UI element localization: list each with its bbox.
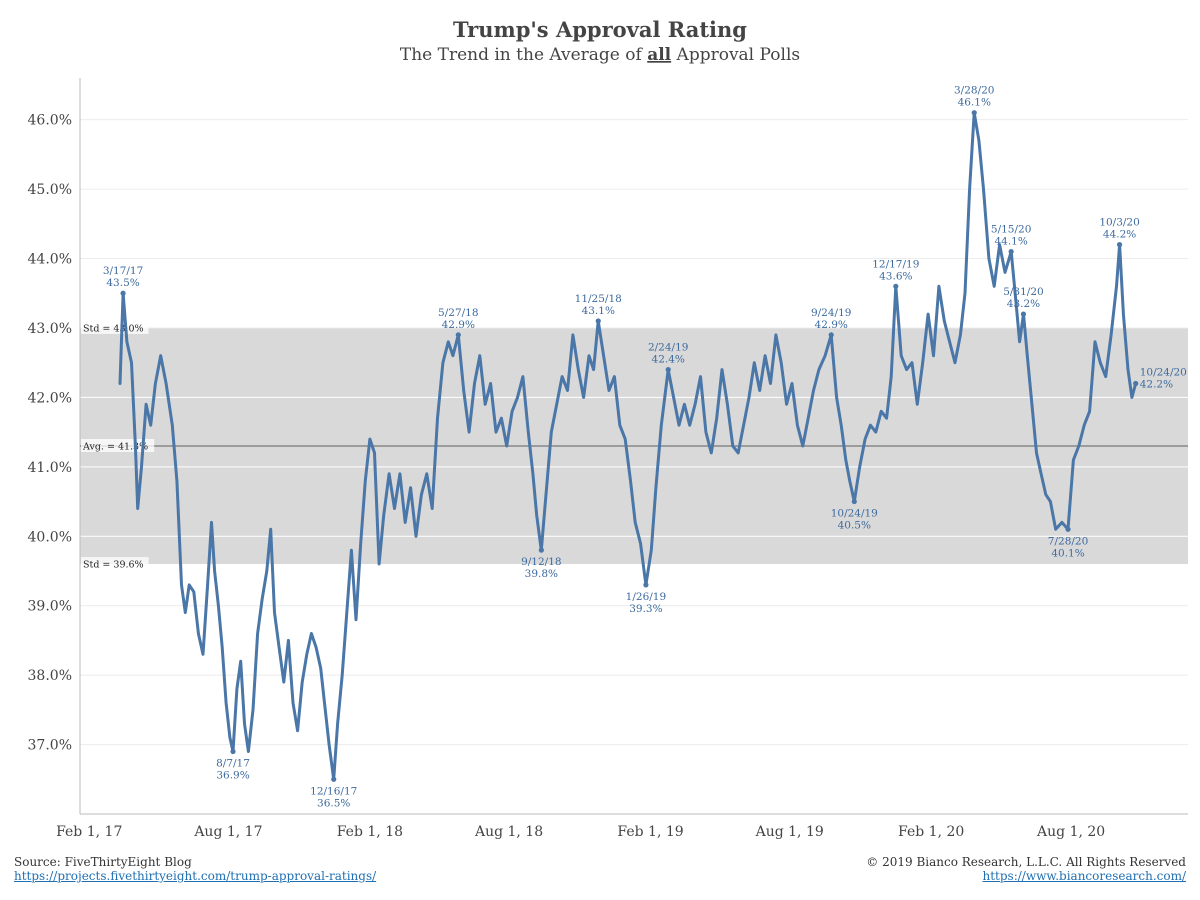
annotation-date: 10/24/19	[831, 508, 878, 520]
y-tick-label: 45.0%	[28, 182, 72, 198]
annotation-date: 9/12/18	[521, 556, 561, 568]
annotation-value: 39.3%	[629, 603, 662, 615]
annotation-date: 12/17/19	[872, 258, 919, 270]
footer-source: Source: FiveThirtyEight Blog https://pro…	[14, 855, 376, 883]
copyright-text: © 2019 Bianco Research, L.L.C. All Right…	[866, 855, 1186, 869]
annotation-marker	[1116, 242, 1123, 248]
annotation-date: 12/16/17	[310, 785, 357, 797]
annotation-date: 10/24/20	[1140, 367, 1187, 379]
annotation-marker	[828, 332, 834, 338]
y-tick-label: 44.0%	[28, 252, 72, 268]
y-tick-label: 43.0%	[28, 321, 72, 337]
annotation-marker	[120, 290, 126, 296]
x-tick-label: Feb 1, 20	[898, 824, 964, 840]
annotation-marker	[643, 582, 649, 588]
annotation-marker	[455, 332, 461, 338]
annotation-marker	[971, 110, 977, 116]
annotation-value: 43.1%	[582, 305, 615, 317]
x-tick-label: Aug 1, 18	[474, 824, 543, 840]
annotation-value: 40.5%	[838, 520, 871, 532]
y-tick-label: 38.0%	[28, 668, 72, 684]
x-tick-label: Aug 1, 17	[193, 824, 262, 840]
y-tick-label: 41.0%	[28, 460, 72, 476]
average-label: Avg. = 41.3%	[82, 442, 148, 453]
annotation-value: 42.9%	[815, 319, 848, 331]
approval-line	[118, 111, 1138, 781]
subtitle-part-1: The Trend in the Average of	[400, 45, 647, 65]
annotation-date: 10/3/20	[1099, 217, 1139, 229]
annotation-date: 8/7/17	[216, 758, 250, 770]
annotation-date: 3/28/20	[954, 85, 994, 97]
annotation-value: 44.1%	[994, 236, 1027, 248]
annotation-marker	[893, 283, 899, 289]
annotation-value: 40.1%	[1051, 547, 1084, 559]
annotation-marker	[1065, 526, 1071, 532]
annotation-value: 39.8%	[525, 568, 558, 580]
annotation-marker	[1008, 248, 1014, 255]
source-link[interactable]: https://projects.fivethirtyeight.com/tru…	[14, 869, 377, 883]
annotation-value: 42.2%	[1140, 379, 1173, 391]
annotation-date: 5/31/20	[1003, 286, 1043, 298]
x-tick-label: Feb 1, 17	[56, 824, 122, 840]
x-tick-label: Aug 1, 19	[755, 824, 824, 840]
y-tick-label: 40.0%	[28, 529, 72, 545]
annotation-value: 46.1%	[958, 97, 991, 109]
y-tick-label: 39.0%	[28, 599, 72, 615]
annotation-marker	[665, 367, 671, 373]
annotation-date: 2/24/19	[648, 342, 688, 354]
annotation-marker	[538, 547, 544, 553]
annotation-marker	[595, 318, 601, 324]
annotation-value: 36.5%	[317, 797, 350, 809]
x-tick-label: Aug 1, 20	[1036, 824, 1105, 840]
annotation-value: 43.2%	[1007, 298, 1040, 310]
y-tick-label: 46.0%	[28, 113, 72, 129]
std-high-label-bg	[81, 320, 149, 334]
annotation-date: 11/25/18	[575, 293, 622, 305]
std-low-label-bg	[81, 557, 149, 571]
annotation-value: 42.9%	[442, 319, 475, 331]
annotation-marker	[1020, 311, 1027, 317]
chart-subtitle: The Trend in the Average of all Approval…	[400, 45, 800, 65]
x-tick-label: Feb 1, 19	[617, 824, 683, 840]
site-link[interactable]: https://www.biancoresearch.com/	[982, 869, 1186, 883]
chart-title: Trump's Approval Rating	[453, 17, 747, 42]
subtitle-part-2: Approval Polls	[671, 45, 800, 65]
annotation-date: 7/28/20	[1048, 535, 1088, 547]
std-low-label: Std = 39.6%	[83, 560, 144, 571]
std-high-label: Std = 43.0%	[83, 323, 144, 334]
annotation-value: 43.5%	[106, 277, 139, 289]
annotation-date: 9/24/19	[811, 307, 851, 319]
annotation-date: 5/15/20	[991, 224, 1031, 236]
subtitle-emphasis: all	[647, 45, 671, 65]
annotation-value: 43.6%	[879, 270, 912, 282]
annotation-marker	[331, 776, 337, 782]
annotation-marker	[1133, 380, 1139, 387]
x-tick-label: Feb 1, 18	[337, 824, 403, 840]
source-label: Source: FiveThirtyEight Blog	[14, 855, 192, 869]
annotation-date: 3/17/17	[103, 265, 143, 277]
annotation-marker	[230, 748, 236, 755]
annotation-date: 5/27/18	[438, 307, 478, 319]
y-tick-label: 42.0%	[28, 390, 72, 406]
annotation-value: 36.9%	[216, 770, 249, 782]
y-tick-label: 37.0%	[28, 738, 72, 754]
footer-copyright: © 2019 Bianco Research, L.L.C. All Right…	[866, 855, 1186, 883]
annotation-value: 42.4%	[652, 354, 685, 366]
annotation-marker	[851, 498, 857, 505]
annotation-value: 44.2%	[1103, 229, 1136, 241]
annotation-date: 1/26/19	[626, 591, 666, 603]
plot-area: 37.0% 38.0% 39.0% 40.0% 41.0% 42.0% 43.0% 44.0%…	[28, 78, 1188, 840]
